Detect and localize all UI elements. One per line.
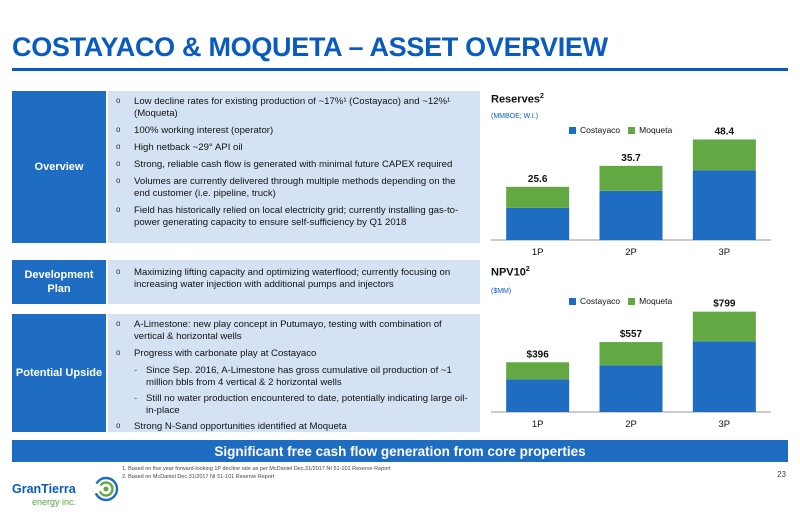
npv-chart: $396 1P $557 2P $799 3P Costayaco Moqueta: [491, 284, 781, 434]
legend-swatch: [628, 126, 636, 134]
page-title: COSTAYACO & MOQUETA – ASSET OVERVIEW: [12, 32, 608, 62]
logo-subtitle: energy inc.: [32, 497, 77, 507]
overview-bullet: High netback ~29° API oil: [116, 141, 474, 154]
npv-chart-title: NPV102: [491, 266, 530, 279]
reserves-chart: 25.6 1P 35.7 2P 48.4 3P Costayaco Moqueta: [491, 112, 781, 262]
upside-bullet: A-Limestone: new play concept in Putumay…: [116, 318, 474, 343]
bar-moqueta-2p: [599, 165, 663, 191]
bar-total-label: $396: [527, 349, 550, 360]
development-content: Maximizing lifting capacity and optimizi…: [108, 260, 480, 304]
bar-costayaco-1p: [506, 379, 570, 412]
legend-swatch: [569, 126, 576, 134]
legend-swatch: [628, 297, 636, 305]
x-tick-label: 1P: [532, 419, 544, 430]
chart-svg: 25.6 1P 35.7 2P 48.4 3P: [491, 126, 771, 258]
logo-globe-icon: [93, 476, 119, 502]
row-label-development: Development Plan: [12, 260, 106, 304]
company-logo: GranTierra energy inc.: [12, 472, 122, 512]
row-label-upside: Potential Upside: [12, 314, 106, 432]
row-label-overview: Overview: [12, 91, 106, 243]
summary-banner: Significant free cash flow generation fr…: [12, 440, 788, 462]
bar-costayaco-3p: [692, 170, 756, 240]
overview-bullet: Volumes are currently delivered through …: [116, 175, 474, 200]
footnote: 2. Based on McDaniel Dec.31/2017 NI 51-1…: [122, 474, 275, 480]
bar-moqueta-1p: [506, 186, 570, 208]
x-tick-label: 3P: [719, 247, 731, 258]
footnote: 1. Based on five year forward-looking 1P…: [122, 466, 391, 472]
row-label-development-text: Development Plan: [24, 269, 94, 295]
reserves-chart-title: Reserves2: [491, 93, 544, 106]
bar-total-label: $799: [713, 299, 736, 310]
reserves-chart-unit: (MMBOE; W.I.): [491, 113, 539, 120]
overview-bullet: 100% working interest (operator): [116, 124, 474, 137]
bar-moqueta-2p: [599, 342, 663, 366]
bar-costayaco-1p: [506, 207, 570, 240]
legend-swatch: [569, 297, 576, 305]
x-tick-label: 2P: [625, 247, 637, 258]
npv-title-text: NPV10: [491, 266, 526, 279]
bar-costayaco-2p: [599, 190, 663, 240]
bar-total-label: $557: [620, 329, 643, 340]
upside-sub-bullet: Since Sep. 2016, A-Limestone has gross c…: [116, 365, 474, 389]
legend-label: Moqueta: [639, 125, 673, 135]
row-label-upside-text: Potential Upside: [15, 367, 103, 379]
upside-sub-bullet: Still no water production encountered to…: [116, 393, 474, 417]
npv-title-sup: 2: [525, 266, 530, 273]
row-label-overview-text: Overview: [34, 161, 84, 173]
upside-bullet: Progress with carbonate play at Costayac…: [116, 347, 474, 360]
upside-bullet: Strong N-Sand opportunities identified a…: [116, 420, 474, 433]
legend-label: Moqueta: [639, 296, 673, 306]
overview-content: Low decline rates for existing productio…: [108, 91, 480, 243]
x-tick-label: 2P: [625, 419, 637, 430]
reserves-title-sup: 2: [539, 93, 544, 100]
development-bullet: Maximizing lifting capacity and optimizi…: [116, 266, 474, 291]
chart-legend: Costayaco Moqueta: [569, 125, 676, 135]
title-divider: [12, 68, 788, 71]
upside-content: A-Limestone: new play concept in Putumay…: [108, 314, 480, 432]
bar-costayaco-3p: [692, 341, 756, 412]
npv-chart-unit: ($MM): [491, 288, 512, 295]
overview-bullet: Field has historically relied on local e…: [116, 204, 474, 229]
x-tick-label: 3P: [719, 419, 731, 430]
chart-legend: Costayaco Moqueta: [569, 296, 676, 306]
bar-total-label: 48.4: [715, 126, 735, 137]
bar-moqueta-3p: [692, 139, 756, 171]
chart-svg: $396 1P $557 2P $799 3P: [491, 299, 771, 430]
overview-bullet: Low decline rates for existing productio…: [116, 95, 474, 120]
x-tick-label: 1P: [532, 247, 544, 258]
reserves-title-text: Reserves: [491, 93, 540, 106]
bar-costayaco-2p: [599, 365, 663, 412]
logo-name: GranTierra: [12, 482, 76, 496]
legend-label: Costayaco: [580, 125, 621, 135]
bar-total-label: 25.6: [528, 174, 548, 185]
page-number: 23: [777, 470, 786, 479]
bar-moqueta-1p: [506, 362, 570, 380]
legend-label: Costayaco: [580, 296, 621, 306]
bar-moqueta-3p: [692, 311, 756, 342]
bar-total-label: 35.7: [621, 153, 641, 164]
overview-bullet: Strong, reliable cash flow is generated …: [116, 158, 474, 171]
